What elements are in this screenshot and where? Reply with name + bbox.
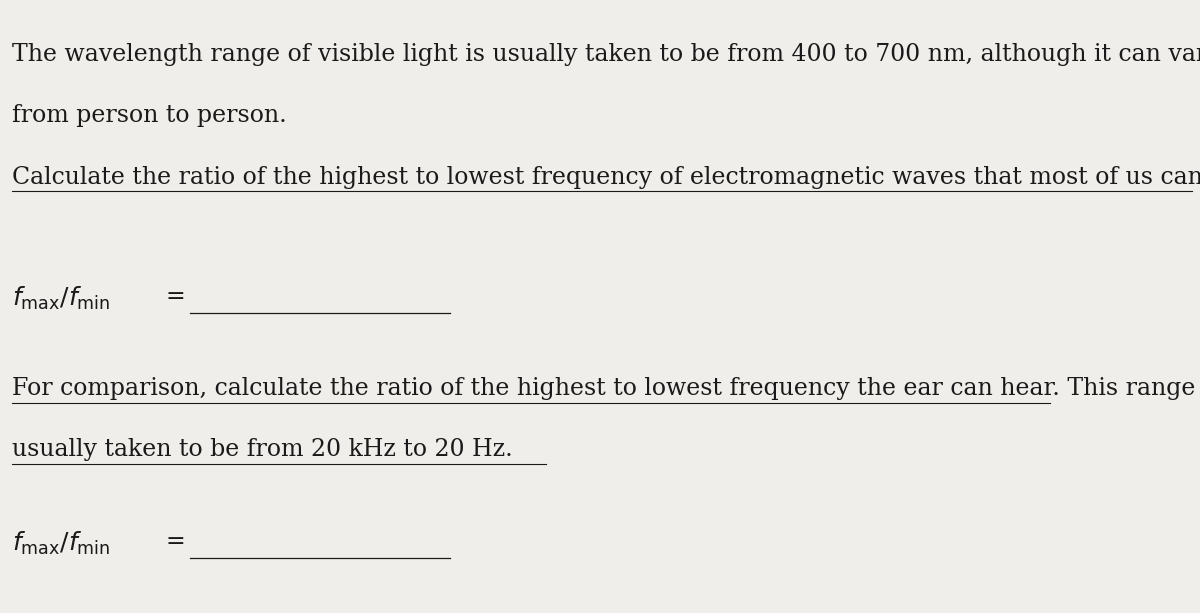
Text: Calculate the ratio of the highest to lowest frequency of electromagnetic waves : Calculate the ratio of the highest to lo…	[12, 166, 1200, 189]
Text: usually taken to be from 20 kHz to 20 Hz.: usually taken to be from 20 kHz to 20 Hz…	[12, 438, 512, 462]
Text: from person to person.: from person to person.	[12, 104, 287, 128]
Text: =: =	[166, 285, 185, 308]
Text: $f_{\mathrm{max}}/f_{\mathrm{min}}$: $f_{\mathrm{max}}/f_{\mathrm{min}}$	[12, 285, 110, 312]
Text: $f_{\mathrm{max}}/f_{\mathrm{min}}$: $f_{\mathrm{max}}/f_{\mathrm{min}}$	[12, 530, 110, 557]
Text: =: =	[166, 530, 185, 554]
Text: For comparison, calculate the ratio of the highest to lowest frequency the ear c: For comparison, calculate the ratio of t…	[12, 377, 1200, 400]
Text: The wavelength range of visible light is usually taken to be from 400 to 700 nm,: The wavelength range of visible light is…	[12, 43, 1200, 66]
